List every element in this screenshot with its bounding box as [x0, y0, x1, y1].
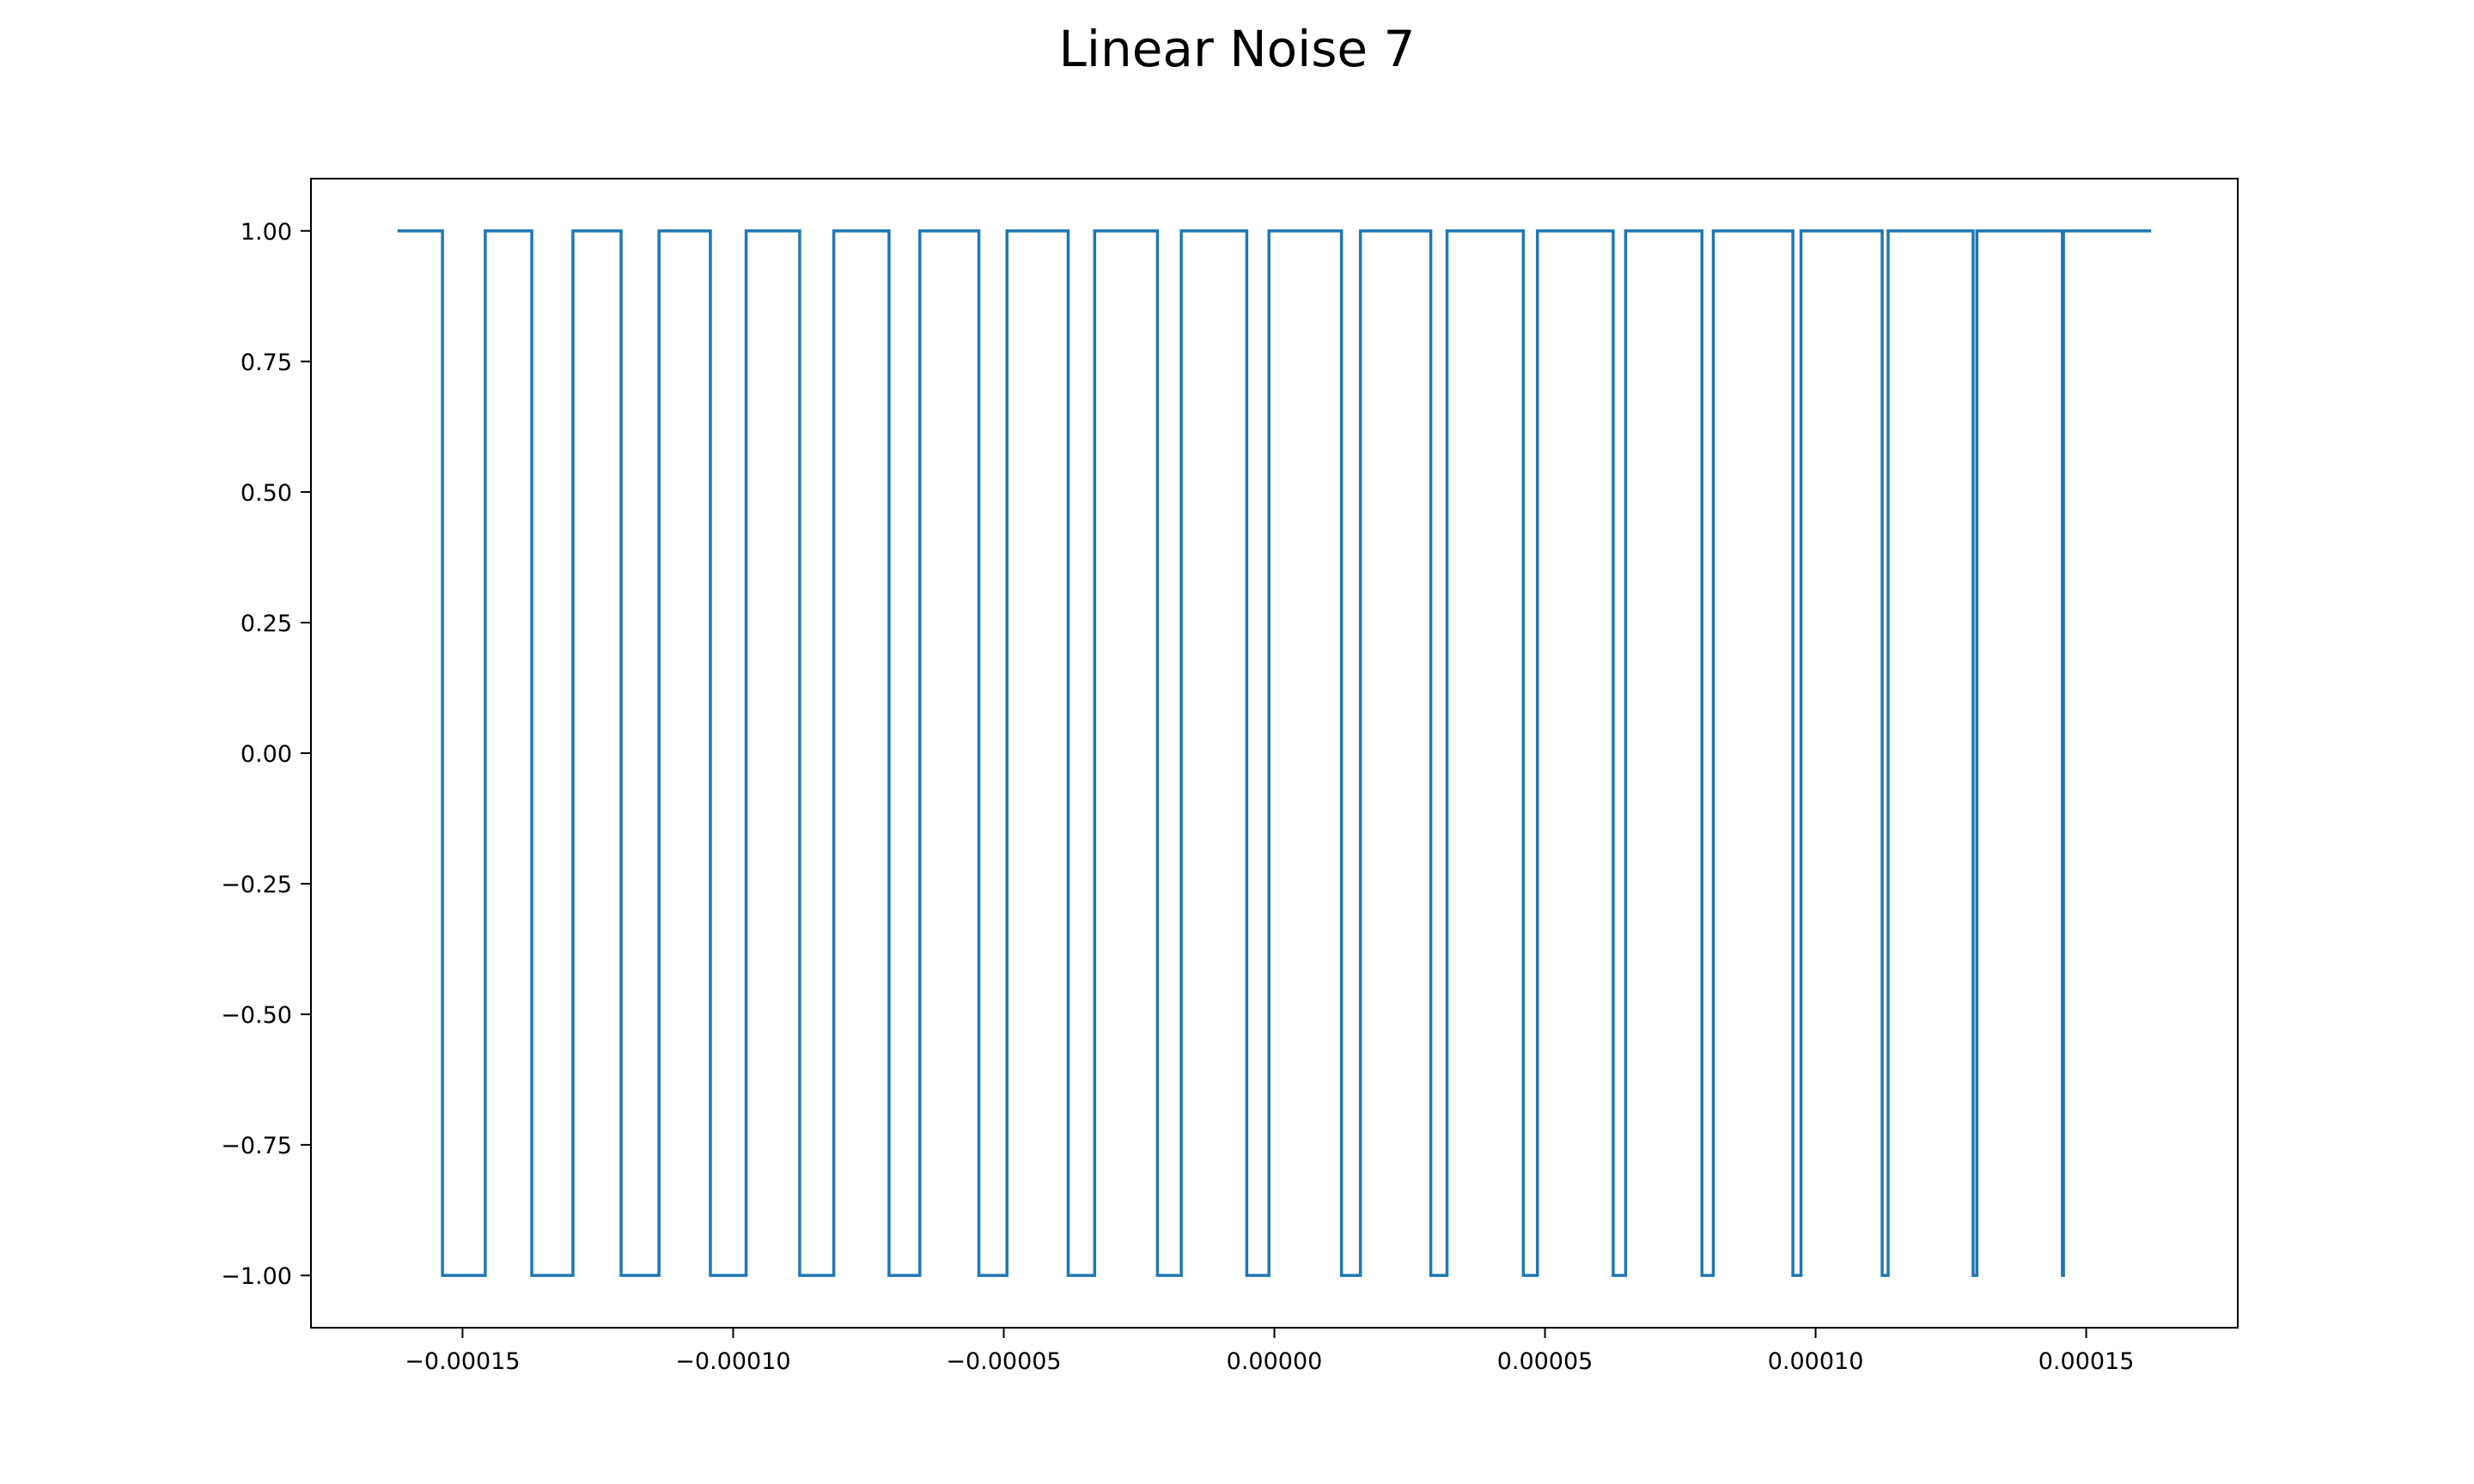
- x-tick-label: 0.00015: [2038, 1348, 2135, 1375]
- y-tick-label: −0.25: [221, 872, 292, 898]
- x-tick-label: −0.00010: [675, 1348, 790, 1375]
- x-axis: −0.00015 −0.00010 −0.00005 0.00000 0.00005 0.…: [405, 1328, 2134, 1375]
- y-tick-label: 0.00: [241, 741, 292, 768]
- x-tick-label: 0.00010: [1768, 1348, 1864, 1375]
- x-tick-label: −0.00005: [946, 1348, 1061, 1375]
- plot-area-frame: [310, 178, 2239, 1329]
- y-tick-label: 0.50: [241, 480, 292, 507]
- y-tick-label: 1.00: [241, 219, 292, 246]
- x-tick-label: 0.00000: [1227, 1348, 1323, 1375]
- y-tick-label: −1.00: [221, 1263, 292, 1290]
- y-axis: 1.00 0.75 0.50 0.25 0.00 −0.25 −0.50 −0.75 −1.00: [221, 219, 311, 1290]
- y-tick-label: −0.50: [221, 1002, 292, 1029]
- x-tick-label: −0.00015: [405, 1348, 520, 1375]
- chart-title: Linear Noise 7: [1058, 20, 1416, 78]
- y-tick-label: 0.25: [241, 611, 292, 637]
- x-tick-label: 0.00005: [1497, 1348, 1593, 1375]
- series-line: [397, 229, 2152, 1277]
- y-tick-label: 0.75: [241, 350, 292, 376]
- y-tick-label: −0.75: [221, 1133, 292, 1159]
